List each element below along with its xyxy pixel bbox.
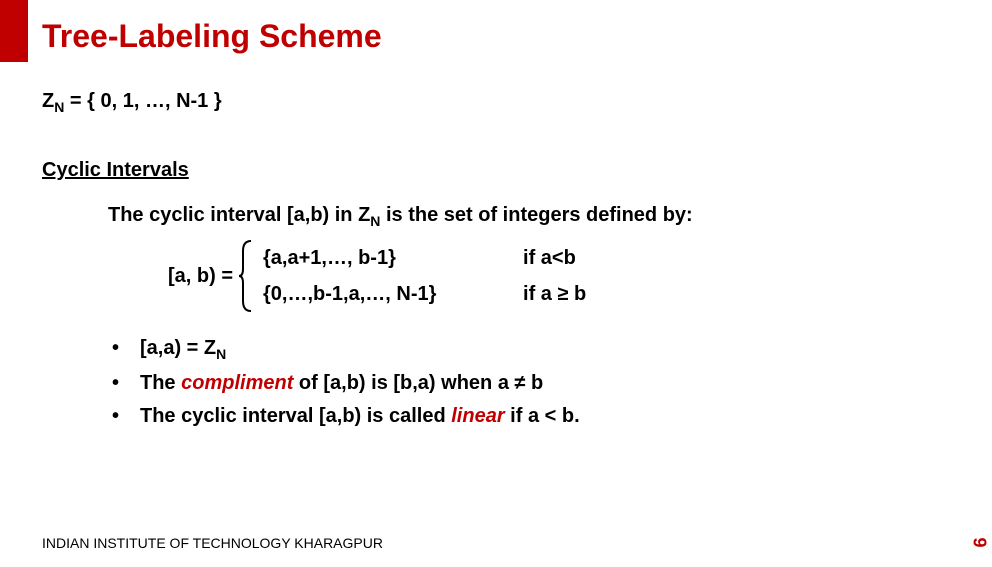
zn-set: = { 0, 1, …, N-1 } — [64, 90, 221, 112]
case2-expression: {0,…,b-1,a,…, N-1} — [263, 280, 523, 308]
zn-symbol: Z — [42, 90, 54, 112]
slide-title: Tree-Labeling Scheme — [42, 18, 382, 55]
bullet-1-text: [a,a) = ZN — [140, 335, 226, 364]
def-suffix: is the set of integers defined by: — [380, 204, 692, 226]
case-row-2: {0,…,b-1,a,…, N-1} if a ≥ b — [263, 276, 586, 312]
bullet-marker: • — [112, 370, 140, 397]
bullet-2: • The compliment of [a,b) is [b,a) when … — [112, 370, 950, 397]
case-lhs: [a, b) = — [168, 265, 233, 288]
case-rows: {a,a+1,…, b-1} if a<b {0,…,b-1,a,…, N-1}… — [263, 240, 586, 312]
linear-emphasis: linear — [451, 405, 504, 427]
bullet-marker: • — [112, 403, 140, 430]
case-row-1: {a,a+1,…, b-1} if a<b — [263, 240, 586, 276]
page-number: 9 — [968, 537, 989, 547]
case2-condition: if a ≥ b — [523, 280, 586, 308]
left-brace-icon — [239, 239, 253, 313]
zn-definition: ZN = { 0, 1, …, N-1 } — [42, 90, 950, 115]
bullet-1: • [a,a) = ZN — [112, 335, 950, 364]
def-prefix: The cyclic interval [a,b) in Z — [108, 204, 370, 226]
bullet-3: • The cyclic interval [a,b) is called li… — [112, 403, 950, 430]
slide-content: ZN = { 0, 1, …, N-1 } Cyclic Intervals T… — [42, 90, 950, 436]
def-subscript: N — [370, 213, 380, 229]
bullet-list: • [a,a) = ZN • The compliment of [a,b) i… — [112, 335, 950, 430]
zn-subscript: N — [54, 99, 64, 115]
accent-block — [0, 0, 28, 62]
bullet-marker: • — [112, 335, 140, 364]
section-heading: Cyclic Intervals — [42, 159, 950, 182]
footer-institution: INDIAN INSTITUTE OF TECHNOLOGY KHARAGPUR — [42, 535, 383, 551]
case1-condition: if a<b — [523, 244, 576, 272]
bullet-2-text: The compliment of [a,b) is [b,a) when a … — [140, 370, 543, 397]
case1-expression: {a,a+1,…, b-1} — [263, 244, 523, 272]
compliment-emphasis: compliment — [181, 372, 293, 394]
bullet-3-text: The cyclic interval [a,b) is called line… — [140, 403, 580, 430]
case-definition: [a, b) = {a,a+1,…, b-1} if a<b {0,…,b-1,… — [168, 239, 950, 313]
cyclic-interval-definition: The cyclic interval [a,b) in ZN is the s… — [108, 204, 950, 229]
